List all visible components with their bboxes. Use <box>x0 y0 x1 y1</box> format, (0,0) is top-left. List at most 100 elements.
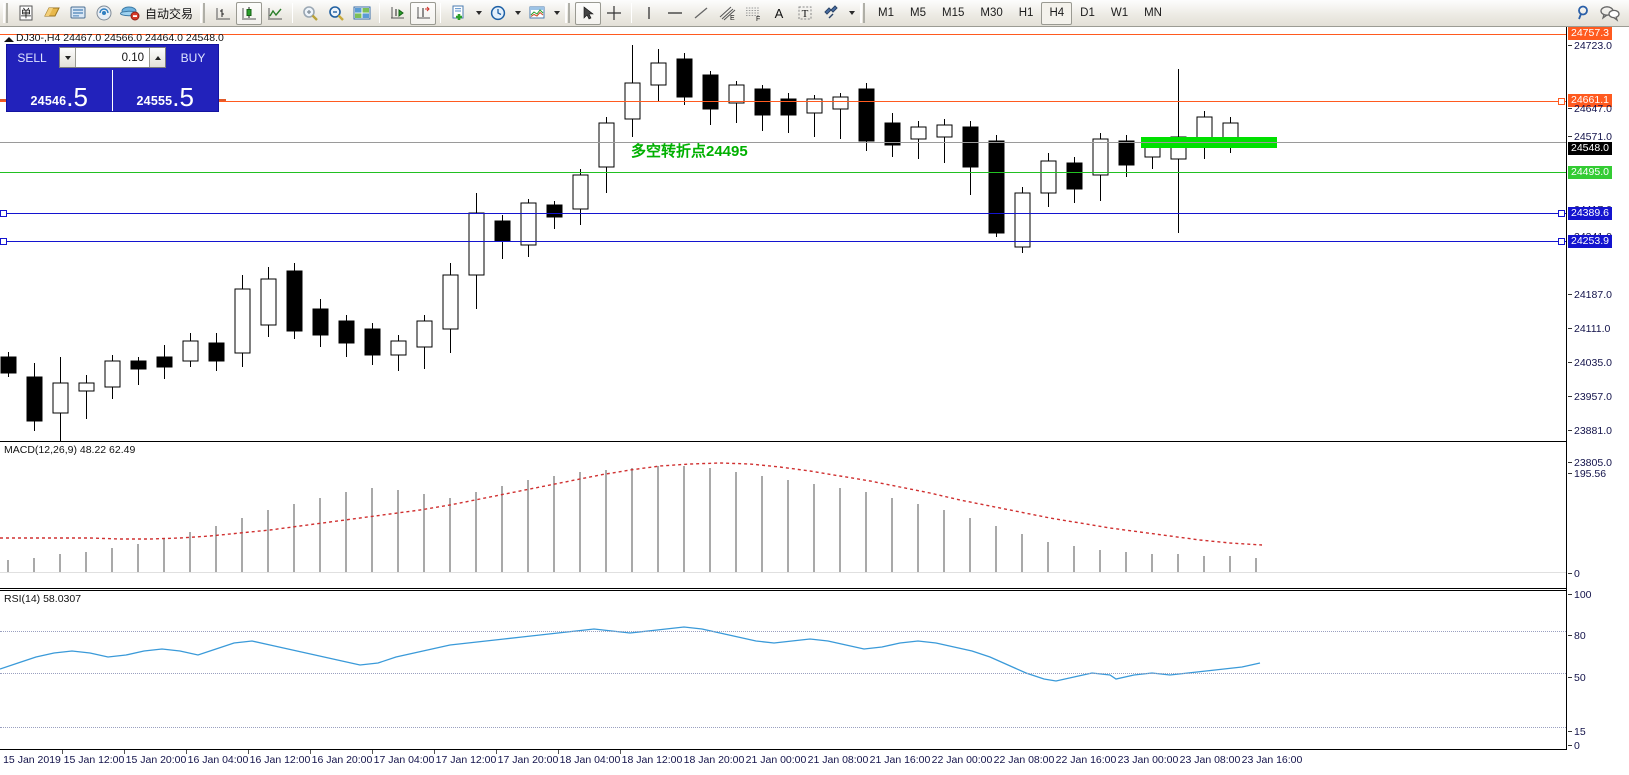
sell-price-fraction: .5 <box>66 81 88 112</box>
price-tick-24187: 24187.0 <box>1567 289 1629 302</box>
time-tick-15: 22 Jan 00:00 <box>931 754 993 766</box>
line-chart-icon[interactable] <box>262 2 288 25</box>
timeframe-h1[interactable]: H1 <box>1018 7 1034 19</box>
support-line-1[interactable] <box>0 213 1566 214</box>
time-sep <box>124 750 125 754</box>
horizontal-line-icon[interactable] <box>662 2 688 25</box>
volume-decrease-button[interactable] <box>60 48 76 67</box>
new-order-icon[interactable]: 单 <box>13 2 39 25</box>
support-line-2[interactable] <box>0 241 1566 242</box>
terminal-icon[interactable] <box>65 2 91 25</box>
support-line-2-handle-right[interactable] <box>1558 238 1565 245</box>
toolbar-grip-2[interactable] <box>200 3 208 23</box>
toolbar-separator-3 <box>440 3 442 23</box>
volume-increase-button[interactable] <box>149 48 165 67</box>
templates-icon[interactable] <box>818 2 846 25</box>
timeframe-mn[interactable]: MN <box>1144 7 1162 19</box>
toolbar-separator-4 <box>631 3 633 23</box>
autotrading-label[interactable]: 自动交易 <box>145 6 194 21</box>
timeframe-m15[interactable]: M15 <box>941 7 965 19</box>
svg-text:F: F <box>756 16 760 23</box>
last-price-line <box>0 142 1566 143</box>
sell-tick-marker <box>0 99 7 101</box>
buy-button[interactable]: BUY <box>180 50 206 65</box>
toolbar-grip[interactable] <box>3 3 10 23</box>
time-axis[interactable]: 15 Jan 2019 15 Jan 12:00 15 Jan 20:00 16… <box>0 750 1629 775</box>
resistance-line-top[interactable] <box>0 34 1566 35</box>
chart-area[interactable]: DJ30-,H4 24467.0 24566.0 24464.0 24548.0… <box>0 27 1629 775</box>
zoom-in-icon[interactable] <box>297 2 323 25</box>
period-dropdown-icon[interactable] <box>512 2 523 25</box>
time-tick-3: 16 Jan 04:00 <box>187 754 249 766</box>
indicators-dropdown-icon[interactable] <box>551 2 562 25</box>
timeframe-h4[interactable]: H4 <box>1041 1 1073 25</box>
rsi-svg <box>0 626 1261 682</box>
price-pane[interactable]: DJ30-,H4 24467.0 24566.0 24464.0 24548.0… <box>0 27 1566 447</box>
time-tick-0: 15 Jan 2019 <box>3 754 61 766</box>
candlestick-chart-icon[interactable] <box>236 1 263 25</box>
macd-pane[interactable]: MACD(12,26,9) 48.22 62.49 <box>0 441 1566 589</box>
zoom-out-icon[interactable] <box>323 2 349 25</box>
resistance-line-handle[interactable] <box>1558 98 1565 105</box>
cursor-icon[interactable] <box>575 1 602 25</box>
timeframe-d1[interactable]: D1 <box>1080 7 1095 19</box>
symbol-ohlc-label: DJ30-,H4 24467.0 24566.0 24464.0 24548.0 <box>16 32 224 44</box>
search-icon[interactable] <box>1571 2 1597 25</box>
tile-windows-icon[interactable] <box>349 2 375 25</box>
expert-advisor-icon[interactable] <box>117 2 143 25</box>
folder-icon[interactable] <box>39 2 65 25</box>
price-tick-24111: 24111.0 <box>1567 323 1629 336</box>
fibonacci-icon[interactable]: F <box>740 2 766 25</box>
price-badge-last: 24548.0 <box>1568 142 1612 155</box>
buy-price-integer: 24555 <box>136 94 173 108</box>
sell-price[interactable]: 24546 .5 <box>7 70 113 111</box>
volume-stepper[interactable]: 0.10 <box>59 47 166 68</box>
price-scale[interactable]: 24757.3 24723.0 24661.1 24647.0 24571.0 … <box>1566 27 1629 752</box>
buy-price[interactable]: 24555 .5 <box>113 70 219 111</box>
crosshair-icon[interactable] <box>601 2 627 25</box>
chart-collapse-icon[interactable] <box>4 37 14 42</box>
equidistant-channel-icon[interactable]: E <box>714 2 740 25</box>
price-tick-24723: 24723.0 <box>1567 40 1629 53</box>
price-badge-support-1: 24389.6 <box>1568 207 1612 220</box>
vertical-line-icon[interactable] <box>636 2 662 25</box>
support-line-2-handle-left[interactable] <box>0 238 7 245</box>
sell-button[interactable]: SELL <box>17 50 47 65</box>
time-sep <box>372 750 373 754</box>
toolbar-grip-4[interactable] <box>860 3 868 23</box>
indicators-icon[interactable] <box>523 2 551 25</box>
price-badge-resistance-top: 24757.3 <box>1568 27 1612 40</box>
chart-shift-icon[interactable] <box>410 1 437 25</box>
text-label-icon[interactable]: T <box>792 2 818 25</box>
signal-icon[interactable] <box>91 2 117 25</box>
text-icon[interactable]: A <box>766 2 792 25</box>
support-line-1-handle-right[interactable] <box>1558 210 1565 217</box>
volume-value[interactable]: 0.10 <box>76 48 149 67</box>
svg-text:E: E <box>730 15 735 22</box>
price-tick-23881: 23881.0 <box>1567 425 1629 438</box>
new-object-dropdown-icon[interactable] <box>473 2 484 25</box>
toolbar-grip-3[interactable] <box>565 3 573 23</box>
rsi-scale-80: 80 <box>1567 630 1629 643</box>
templates-dropdown-icon[interactable] <box>846 2 857 25</box>
time-tick-10: 18 Jan 12:00 <box>621 754 683 766</box>
rsi-grid-15 <box>0 727 1566 728</box>
timeframe-m1[interactable]: M1 <box>878 7 894 19</box>
support-line-1-handle-left[interactable] <box>0 210 7 217</box>
new-object-icon[interactable] <box>445 2 473 25</box>
trendline-icon[interactable] <box>688 2 714 25</box>
timeframe-m5[interactable]: M5 <box>910 7 926 19</box>
chat-icon[interactable] <box>1597 2 1623 25</box>
time-sep <box>496 750 497 754</box>
timeframe-w1[interactable]: W1 <box>1110 7 1129 19</box>
time-tick-16: 22 Jan 08:00 <box>993 754 1055 766</box>
time-tick-7: 17 Jan 12:00 <box>435 754 497 766</box>
auto-scroll-icon[interactable] <box>384 2 410 25</box>
timeframe-m30[interactable]: M30 <box>980 7 1003 19</box>
bar-chart-icon[interactable] <box>210 2 236 25</box>
pivot-line[interactable] <box>0 172 1566 173</box>
one-click-trading-panel[interactable]: SELL 0.10 BUY 24546 .5 24555 .5 <box>6 44 219 112</box>
rsi-pane[interactable]: RSI(14) 58.0307 <box>0 590 1566 750</box>
period-separator-icon[interactable] <box>484 2 512 25</box>
resistance-line[interactable] <box>0 101 1566 102</box>
